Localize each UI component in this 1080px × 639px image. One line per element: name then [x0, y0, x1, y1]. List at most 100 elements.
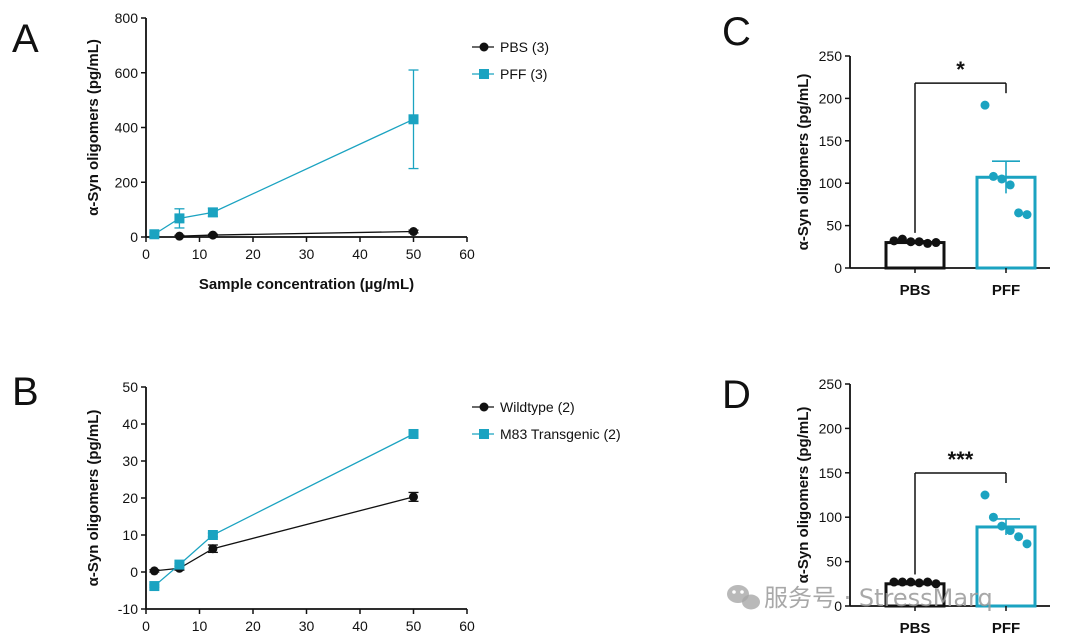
replicate-point [914, 237, 924, 247]
y-tick-label: 200 [819, 90, 843, 106]
replicate-point [980, 490, 990, 500]
y-tick-label: 30 [122, 453, 138, 469]
data-point [409, 227, 418, 237]
replicate-point [1022, 539, 1032, 549]
y-tick-label: 200 [819, 420, 843, 436]
x-axis-title: Sample concentration (µg/mL) [199, 276, 414, 293]
data-point [174, 231, 184, 241]
panel-letter: B [12, 370, 39, 414]
x-tick-label: 30 [299, 246, 315, 262]
legend-entry: PFF (3) [500, 66, 547, 82]
data-point [174, 559, 185, 570]
legend-marker [479, 42, 489, 52]
data-point [149, 566, 159, 576]
x-tick-label: 40 [352, 618, 368, 634]
y-tick-label: 50 [826, 218, 842, 234]
replicate-point [1022, 210, 1032, 220]
replicate-point [988, 171, 998, 181]
replicate-point [988, 512, 998, 522]
y-axis-title: α-Syn oligomers (pg/mL) [85, 39, 102, 216]
y-tick-label: -10 [118, 601, 138, 617]
y-tick-label: 100 [819, 509, 843, 525]
x-tick-label: 60 [459, 246, 475, 262]
replicate-point [980, 100, 990, 110]
replicate-point [923, 238, 933, 248]
y-tick-label: 250 [819, 376, 843, 392]
replicate-point [1014, 208, 1024, 218]
y-axis-title: α-Syn oligomers (pg/mL) [85, 410, 102, 587]
series-2 [149, 428, 419, 592]
x-tick-label: 20 [245, 246, 261, 262]
panel-letter: D [722, 373, 751, 417]
y-axis-title: α-Syn oligomers (pg/mL) [795, 407, 812, 584]
replicate-point [906, 237, 916, 247]
category-label: PFF [992, 620, 1020, 637]
y-tick-label: 250 [819, 48, 843, 64]
y-tick-label: 100 [819, 175, 843, 191]
data-point [149, 581, 160, 592]
watermark: 服务号 · StressMarq [727, 584, 993, 612]
data-point [409, 492, 418, 502]
replicate-point [1005, 526, 1015, 536]
replicate-point [997, 521, 1007, 531]
series-1 [149, 491, 419, 576]
panel-c: C 0 50 100 150 200 250 α-Syn oligomers (pg/mL) P… [722, 10, 1050, 299]
y-tick-label: 40 [122, 416, 138, 432]
data-point [207, 207, 218, 218]
legend-entry: PBS (3) [500, 39, 549, 55]
replicate-point [889, 577, 899, 587]
panel-d: D 0 50 100 150 200 250 α-Syn oligomers (pg/mL) P… [722, 373, 1050, 637]
data-point [174, 213, 185, 224]
replicate-point [997, 174, 1007, 184]
y-tick-label: 150 [819, 465, 843, 481]
panel-letter: C [722, 10, 751, 54]
series-line [153, 118, 414, 235]
series-2 [149, 69, 419, 240]
wechat-eye [732, 590, 736, 594]
series-line [153, 433, 414, 587]
replicate-point [889, 236, 899, 246]
x-tick-label: 10 [192, 246, 208, 262]
watermark-text: 服务号 · StressMarq [764, 584, 993, 612]
y-tick-label: 20 [122, 490, 138, 506]
y-tick-label: 50 [826, 554, 842, 570]
replicate-point [923, 577, 933, 587]
replicate-point [1014, 532, 1024, 542]
wechat-bubble-small [742, 594, 760, 610]
x-tick-label: 60 [459, 618, 475, 634]
replicate-point [931, 238, 941, 248]
x-tick-label: 10 [192, 618, 208, 634]
replicate-point [914, 578, 924, 588]
significance-label: *** [948, 447, 974, 472]
data-point [208, 544, 218, 554]
category-label: PBS [900, 282, 931, 299]
replicate-point [931, 579, 941, 589]
x-tick-label: 50 [406, 618, 422, 634]
y-tick-label: 0 [834, 260, 842, 276]
y-tick-label: 400 [115, 120, 139, 136]
data-point [207, 530, 218, 540]
legend-marker [479, 429, 489, 439]
panel-letter: A [12, 17, 39, 61]
wechat-eye [740, 590, 744, 594]
x-tick-label: 0 [142, 246, 150, 262]
significance-bracket: *** [914, 447, 1007, 575]
replicate-point [897, 577, 907, 587]
x-tick-label: 0 [142, 618, 150, 634]
legend-entry: Wildtype (2) [500, 399, 575, 415]
series-line [154, 496, 414, 572]
y-tick-label: 0 [130, 564, 138, 580]
x-tick-label: 40 [352, 246, 368, 262]
replicate-point [906, 577, 916, 587]
y-tick-label: 600 [115, 65, 139, 81]
y-tick-label: 50 [122, 379, 138, 395]
data-point [149, 229, 160, 240]
category-label: PFF [992, 282, 1020, 299]
data-point [408, 114, 419, 125]
legend-marker [479, 402, 489, 412]
legend-marker [479, 69, 489, 79]
series-1 [174, 227, 419, 241]
